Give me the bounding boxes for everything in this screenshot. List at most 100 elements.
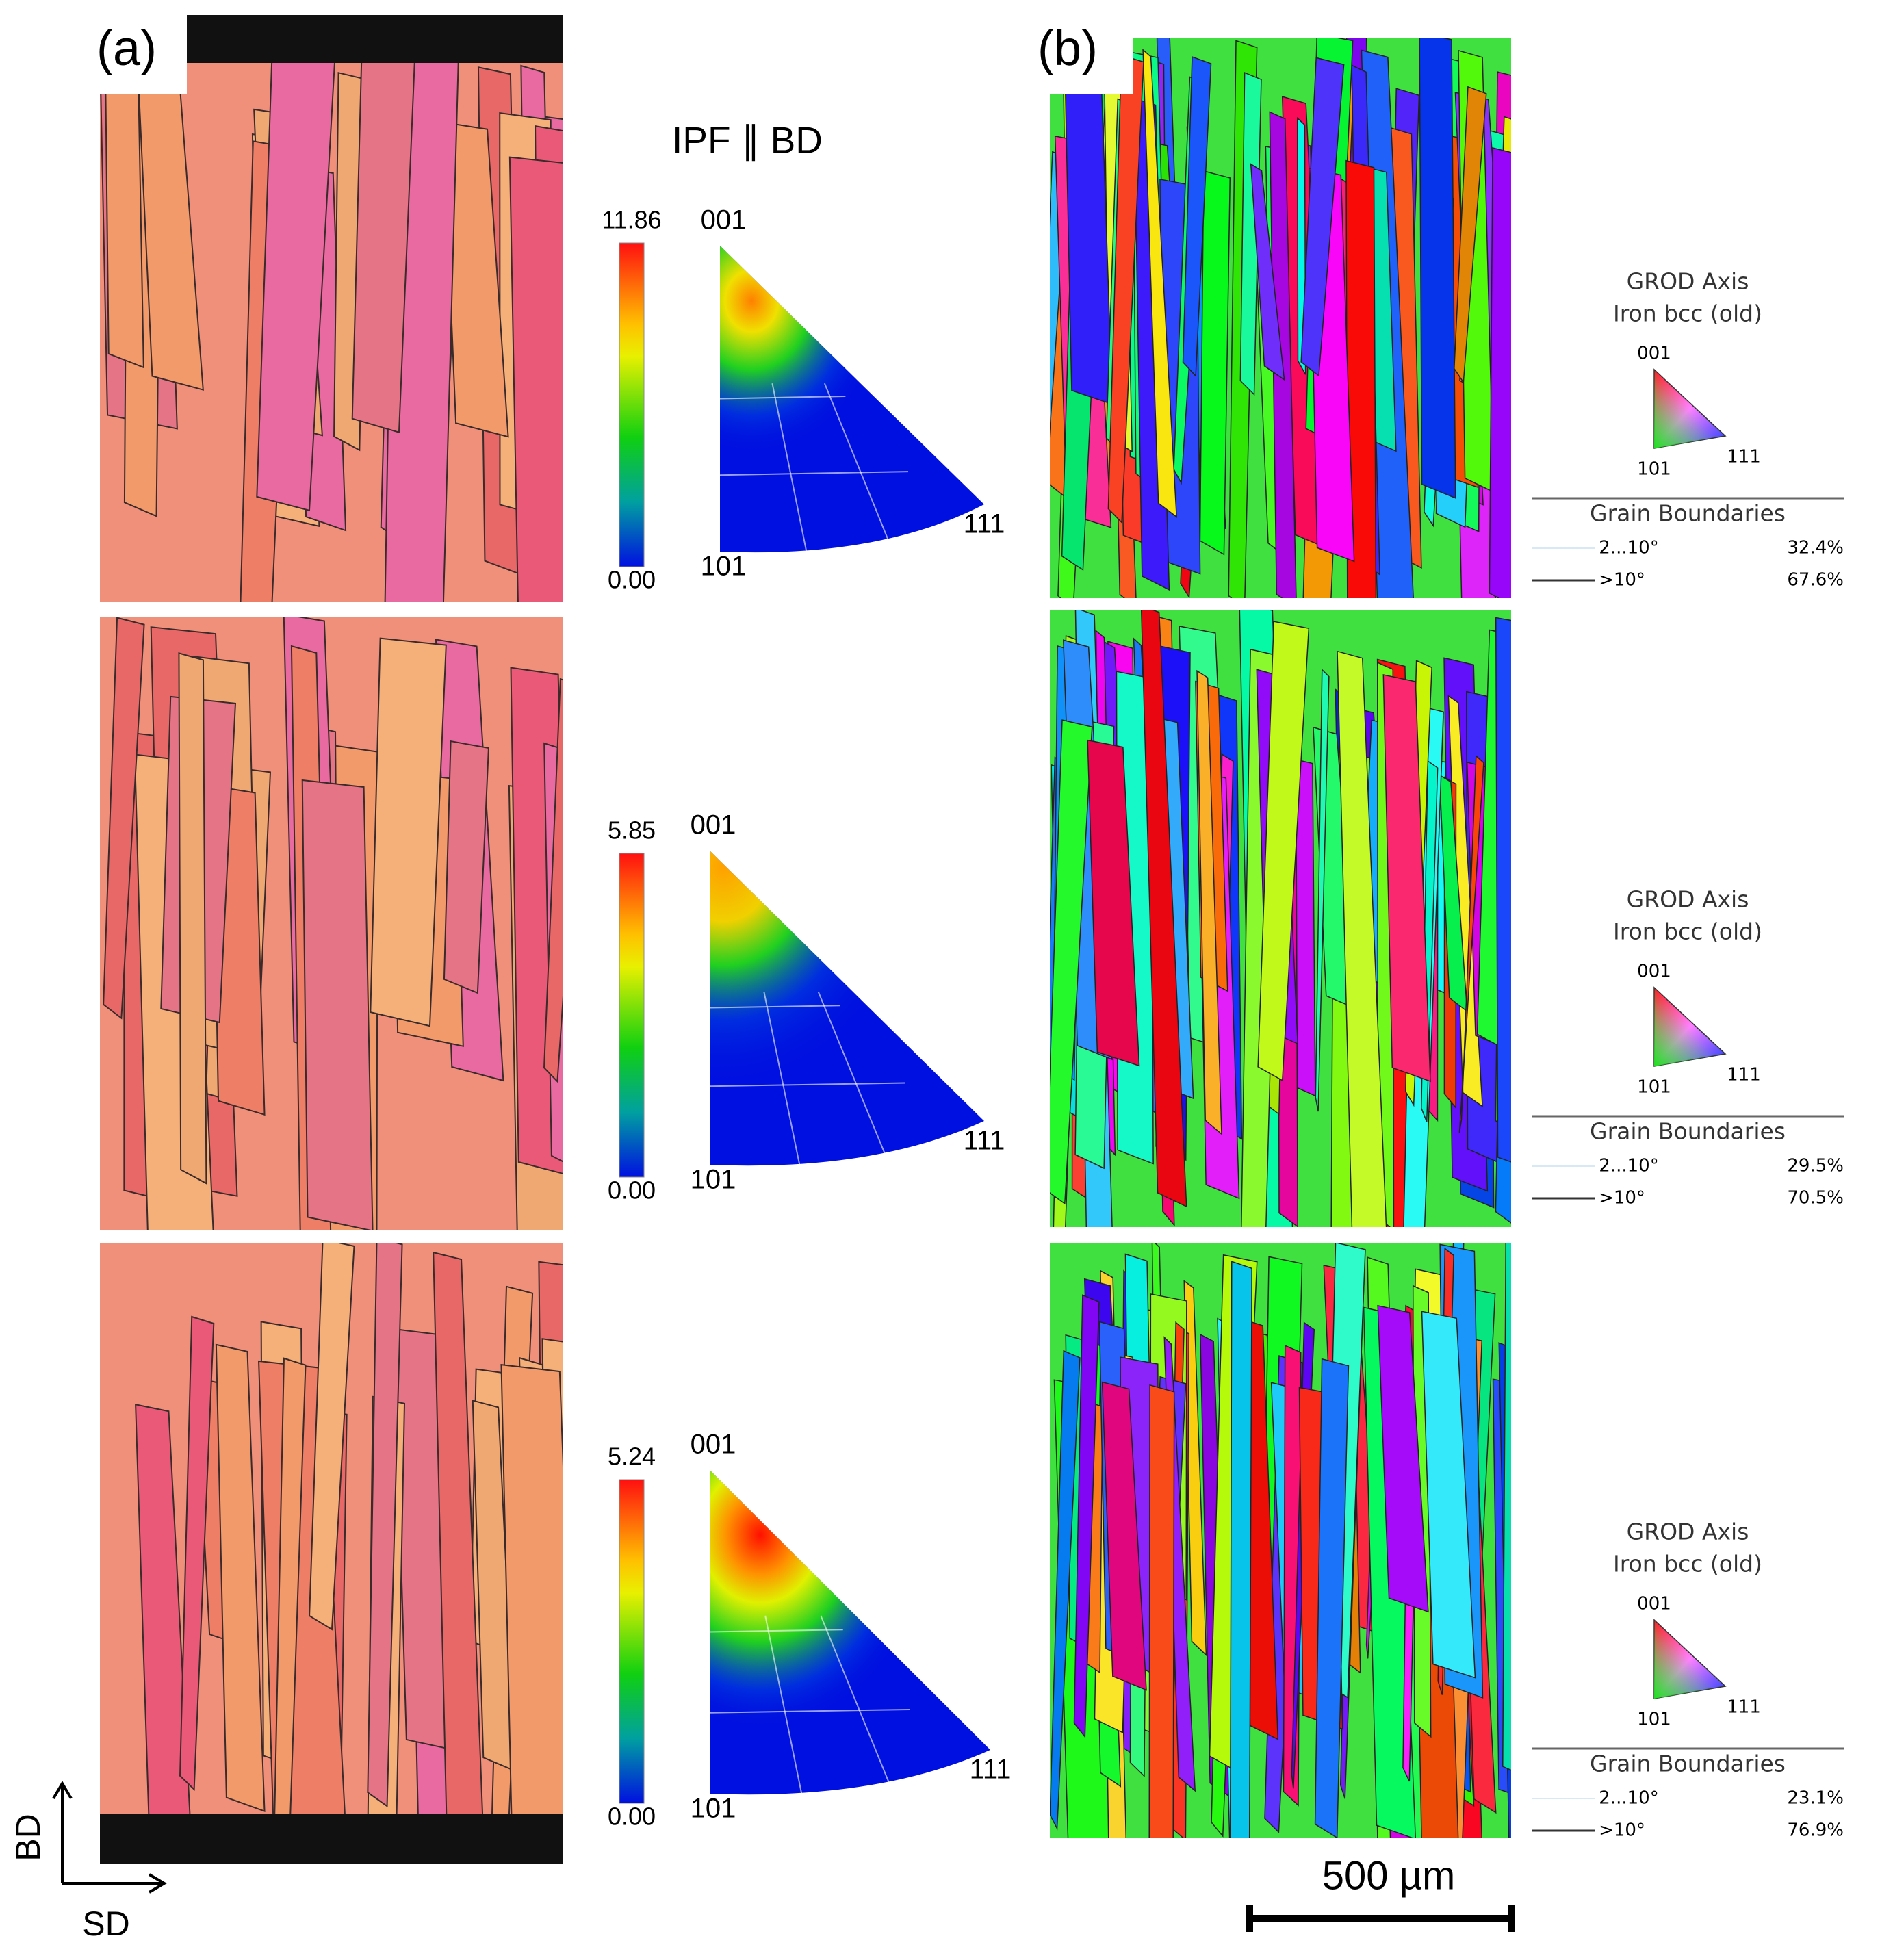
grain <box>1257 621 1310 1082</box>
grain <box>1073 1294 1100 1738</box>
grain <box>1148 1384 1175 1838</box>
grain <box>1183 1280 1207 1657</box>
grain <box>1337 650 1387 1227</box>
label-box <box>81 0 187 94</box>
low-angle-label: 2...10° <box>1599 538 1658 558</box>
axis-arrow <box>52 1781 167 1894</box>
grain <box>1377 1304 1429 1613</box>
low-angle-label: 2...10° <box>1599 1156 1658 1176</box>
grain <box>1495 617 1511 1163</box>
grain <box>508 156 563 602</box>
grain <box>135 1404 194 1864</box>
ipf-grid <box>709 1708 910 1714</box>
grod-axis-label: 101 <box>1637 1077 1671 1098</box>
grain <box>543 678 563 1083</box>
axis-horizontal-label: SD <box>82 1905 129 1943</box>
grain <box>1489 147 1511 598</box>
high-angle-fraction: 67.6% <box>1787 570 1844 591</box>
surface-band <box>187 15 563 63</box>
boundaries-title: Grain Boundaries <box>1590 1751 1786 1777</box>
ipf-grid <box>719 396 846 400</box>
grain <box>1419 38 1456 499</box>
grain <box>1300 57 1345 377</box>
colorbar-min: 0.00 <box>608 1803 656 1831</box>
ipf-label: 101 <box>691 1794 736 1824</box>
ipf-grid <box>763 992 801 1169</box>
grain <box>1250 163 1285 381</box>
grain <box>309 1243 355 1631</box>
orientation-map <box>100 1243 563 1864</box>
ipf-label: 111 <box>970 1755 1012 1785</box>
colorbar-max: 11.86 <box>602 206 661 234</box>
ipf-label: 101 <box>691 1165 736 1195</box>
ipf-heat <box>720 246 984 553</box>
low-angle-fraction: 29.5% <box>1787 1156 1844 1176</box>
ipf-grid <box>709 1082 905 1087</box>
grain <box>1050 719 1093 1205</box>
grod-map <box>1050 1243 1511 1838</box>
colorbar-min: 0.00 <box>608 566 656 594</box>
high-angle-label: >10° <box>1599 570 1645 591</box>
grain <box>1107 54 1144 524</box>
grain <box>1454 86 1487 384</box>
ipf-label: 111 <box>964 1126 1005 1156</box>
grain <box>1087 739 1140 1067</box>
high-angle-label: >10° <box>1599 1820 1645 1841</box>
high-angle-label: >10° <box>1599 1188 1645 1209</box>
grod-axis-label: 101 <box>1637 1710 1671 1730</box>
colorbar <box>619 1479 645 1804</box>
boundaries-title: Grain Boundaries <box>1590 500 1786 527</box>
scale-bar <box>1246 1905 1515 1932</box>
grain <box>1142 49 1178 518</box>
ipf-label: 001 <box>691 1430 736 1460</box>
ipf-label: 001 <box>691 810 736 840</box>
axis-vertical-label: BD <box>9 1814 47 1861</box>
orientation-map <box>100 15 563 602</box>
legend-title: GROD Axis <box>1627 1519 1749 1545</box>
grod-triangle-overlay <box>1654 370 1725 448</box>
grain <box>1199 170 1231 556</box>
grain <box>1239 72 1262 396</box>
grod-axis-label: 001 <box>1637 962 1671 982</box>
grain <box>301 779 374 1230</box>
grod-axis-label: 111 <box>1727 447 1761 467</box>
grain <box>1502 1243 1511 1771</box>
grain <box>1269 111 1297 598</box>
ipf-grid <box>709 1005 840 1009</box>
grod-axis-label: 111 <box>1727 1065 1761 1085</box>
grain <box>443 740 489 994</box>
low-angle-fraction: 32.4% <box>1787 538 1844 558</box>
grain <box>433 1251 485 1864</box>
grod-axis-label: 001 <box>1637 344 1671 364</box>
grod-triangle-overlay <box>1654 988 1725 1066</box>
grain <box>1229 1261 1252 1838</box>
surface-band <box>100 1814 563 1864</box>
orientation-map <box>100 617 563 1230</box>
grain <box>1492 1378 1511 1794</box>
ipf-grid <box>823 383 895 556</box>
ipf-grid <box>764 1615 803 1798</box>
colorbar-max: 5.85 <box>608 816 656 844</box>
grod-axis-label: 001 <box>1637 1594 1671 1614</box>
grain <box>179 1315 215 1792</box>
grain <box>500 1363 563 1864</box>
high-angle-fraction: 70.5% <box>1787 1188 1844 1209</box>
ipf-label: 001 <box>701 205 747 235</box>
legend-phase: Iron bcc (old) <box>1613 300 1762 327</box>
boundaries-title: Grain Boundaries <box>1590 1118 1786 1145</box>
grod-triangle-overlay <box>1654 1620 1725 1699</box>
scale-bar-label: 500 µm <box>1322 1853 1456 1898</box>
ipf-grid <box>719 471 909 476</box>
grain <box>1196 669 1222 1135</box>
panel-label: (b) <box>1038 21 1098 76</box>
grain <box>1314 1358 1350 1838</box>
grain <box>178 652 207 1185</box>
ipf-label: 111 <box>964 509 1005 539</box>
legend-title: GROD Axis <box>1627 268 1749 295</box>
legend-phase: Iron bcc (old) <box>1613 918 1762 945</box>
grain <box>370 637 447 1027</box>
low-angle-fraction: 23.1% <box>1787 1788 1844 1809</box>
colorbar-min: 0.00 <box>608 1176 656 1204</box>
grain <box>1315 668 1330 1112</box>
ipf-grid <box>817 992 892 1169</box>
